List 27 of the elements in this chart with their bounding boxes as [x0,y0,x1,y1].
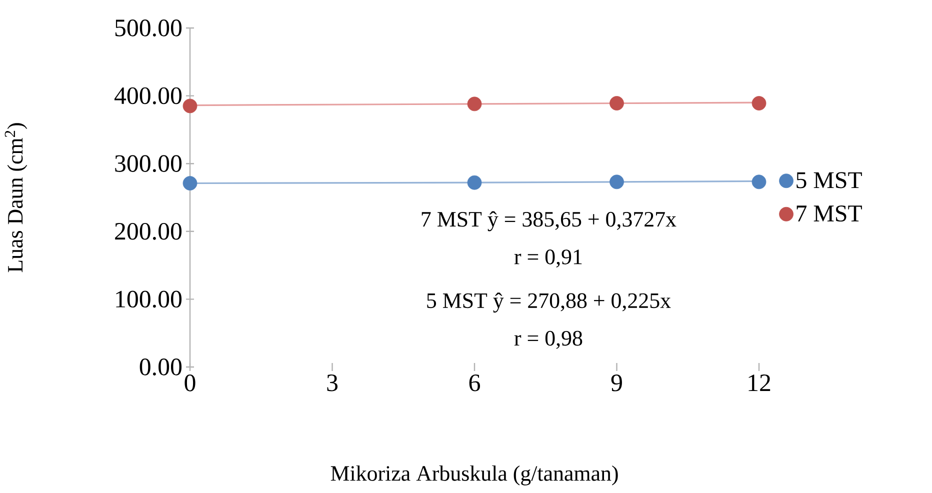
y-tick-label: 100.00 [116,290,182,308]
x-tick-label: 6 [469,374,480,392]
point [467,96,482,112]
point [610,96,624,110]
point [610,174,624,190]
x-tick-label: 0 [184,374,196,392]
point [182,176,198,190]
annotation: r = 0,91 [514,250,582,268]
x-tick-label: 12 [748,374,770,392]
y-tick-label: 200.00 [115,222,182,240]
x-axis-title: Mikoriza Arbuskula (g/tanaman) [330,465,618,486]
legend-label: 5 MST [796,172,862,188]
point [182,98,198,114]
x-tick-label: 9 [611,374,622,392]
legend-label: 7 MST [796,205,862,222]
annotation: 7 MST ŷ = 385,65 + 0,3727x [422,211,676,232]
y-axis-title: Luas Daun (cm$^{2}$) [4,123,28,272]
y-tick-label: 400.00 [114,87,182,104]
y-tick-label: 300.00 [115,155,182,172]
annotation: r = 0,98 [514,330,582,349]
point [752,174,766,190]
x-tick-label: 3 [327,374,338,392]
y-tick-label: 0.00 [140,358,182,376]
point [752,96,766,110]
point [467,175,482,190]
y-tick-label: 500.00 [115,20,182,36]
annotation: 5 MST ŷ = 270,88 + 0,225x [427,292,671,313]
